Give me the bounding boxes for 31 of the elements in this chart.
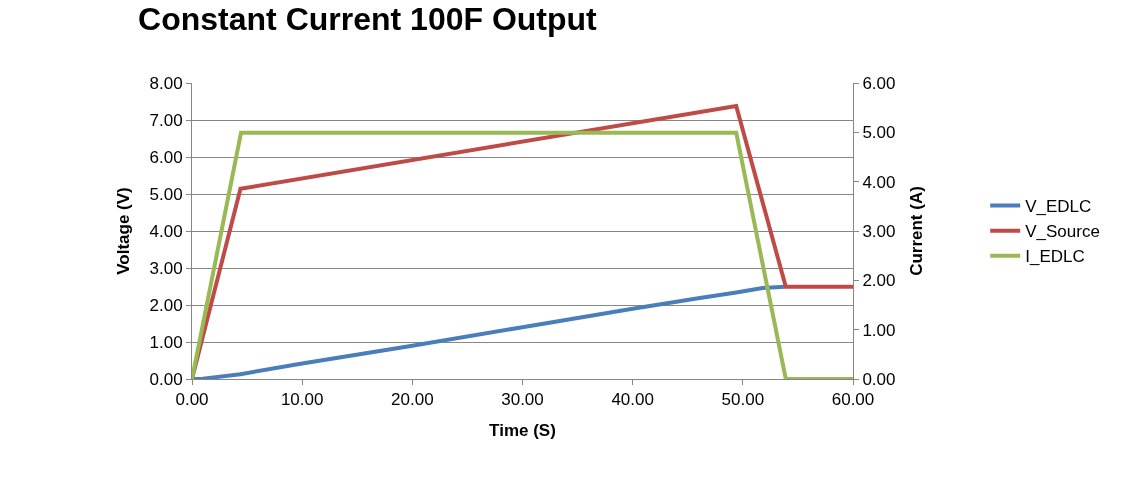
line-series <box>192 284 787 379</box>
x-tick-label: 60.00 <box>831 390 875 410</box>
y2-tick-label: 5.00 <box>862 123 896 143</box>
y-tick-label: 4.00 <box>149 221 183 241</box>
y-tick-label: 6.00 <box>149 147 183 167</box>
x-axis-title: Time (S) <box>489 420 556 440</box>
y2-tick-label: 6.00 <box>862 73 896 93</box>
y-axis-title: Voltage (V) <box>114 187 134 275</box>
y2-axis-title: Current (A) <box>906 186 926 276</box>
y2-tick-label: 2.00 <box>862 271 896 291</box>
x-tick-label: 20.00 <box>391 390 434 410</box>
y2-tick-label: 4.00 <box>862 172 896 192</box>
y2-tick-label: 3.00 <box>862 221 896 241</box>
chart-title: Constant Current 100F Output <box>138 0 598 37</box>
y-tick-label: 7.00 <box>149 110 183 130</box>
x-tick-label: 0.00 <box>175 390 209 410</box>
y-tick-label: 0.00 <box>149 369 183 389</box>
y2-tick-label: 1.00 <box>862 320 896 340</box>
legend-label: V_Source <box>1025 222 1100 242</box>
x-tick-label: 50.00 <box>721 390 765 410</box>
legend-label: V_EDLC <box>1025 197 1092 217</box>
y-tick-label: 2.00 <box>149 295 183 315</box>
x-tick-label: 10.00 <box>280 390 324 410</box>
y-tick-label: 1.00 <box>149 332 183 352</box>
y-tick-label: 3.00 <box>149 258 183 278</box>
legend-label: I_EDLC <box>1025 247 1085 267</box>
x-tick-label: 30.00 <box>501 390 544 410</box>
y2-tick-label: 0.00 <box>862 369 896 389</box>
y-tick-label: 5.00 <box>149 184 183 204</box>
y-tick-label: 8.00 <box>149 73 183 93</box>
x-tick-label: 40.00 <box>611 390 654 410</box>
